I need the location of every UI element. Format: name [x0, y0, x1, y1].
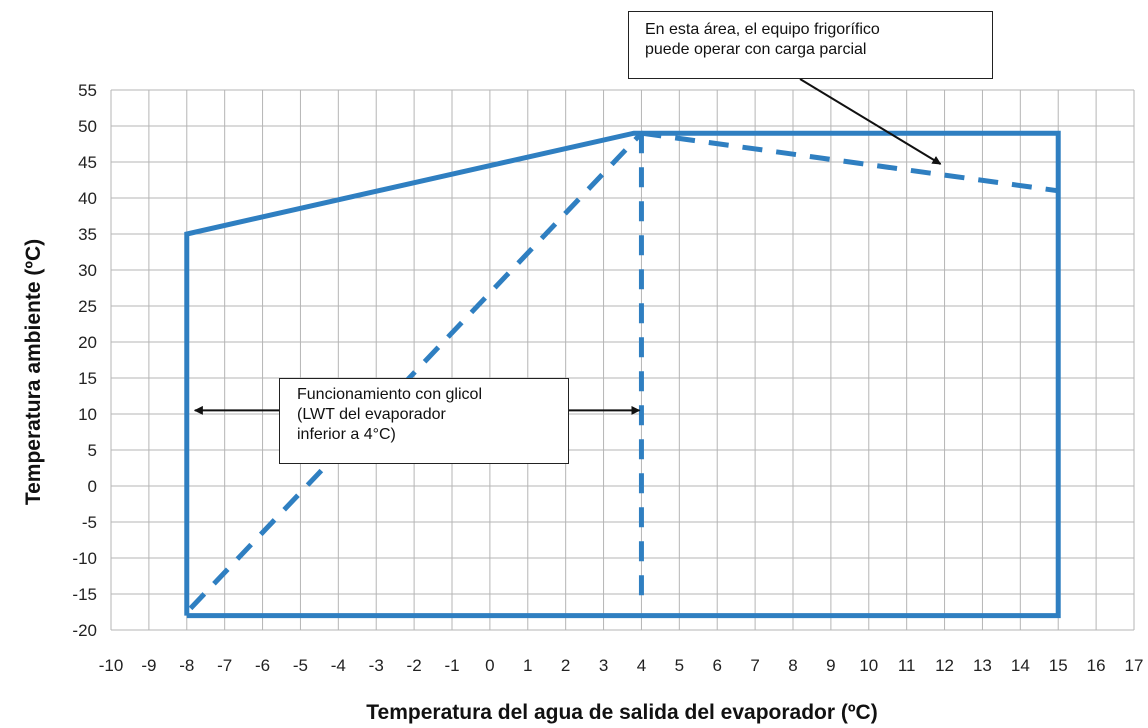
x-tick-label: -10	[99, 656, 124, 675]
y-tick-label: 30	[78, 261, 97, 280]
y-tick-label: 50	[78, 117, 97, 136]
y-tick-label: 45	[78, 153, 97, 172]
annotation-partial-load-line-2: puede operar con carga parcial	[645, 41, 867, 58]
x-tick-label: 3	[599, 656, 608, 675]
y-tick-label: -20	[72, 621, 97, 640]
y-tick-label: 40	[78, 189, 97, 208]
x-tick-label: 0	[485, 656, 494, 675]
annotation-partial-load: En esta área, el equipo frigorífico pued…	[628, 11, 993, 79]
y-tick-label: 10	[78, 405, 97, 424]
annotation-arrows	[193, 78, 942, 415]
x-tick-label: 9	[826, 656, 835, 675]
x-axis-title: Temperatura del agua de salida del evapo…	[366, 701, 877, 724]
y-tick-label: 0	[88, 477, 97, 496]
x-tick-label: 11	[898, 656, 916, 675]
annotation-glycol-line-2: (LWT del evaporador	[297, 406, 446, 423]
x-tick-label: -6	[255, 656, 270, 675]
x-tick-label: 8	[788, 656, 797, 675]
y-tick-label: 25	[78, 297, 97, 316]
x-tick-label: -4	[331, 656, 346, 675]
y-tick-label: -5	[82, 513, 97, 532]
series-line-solid-0	[184, 130, 1061, 619]
x-tick-labels: -10 -9 -8 -7 -6 -5 -4 -3 -2 -1 0 1 2 3 4 5 6 7 8 9 10 11 12 13 1…	[99, 656, 1144, 675]
x-tick-label: 2	[561, 656, 570, 675]
y-axis-title: Temperatura ambiente (ºC)	[22, 239, 45, 505]
y-tick-label: 5	[88, 441, 97, 460]
x-tick-label: -7	[217, 656, 232, 675]
annotation-partial-load-line-1: En esta área, el equipo frigorífico	[645, 21, 880, 38]
x-tick-label: 15	[1049, 656, 1068, 675]
x-tick-label: 7	[750, 656, 759, 675]
y-tick-labels: -20 -15 -10 -5 0 5 10 15 20 25 30 35 40 45 50 55	[72, 81, 97, 640]
x-tick-label: -5	[293, 656, 308, 675]
annotation-glycol: Funcionamiento con glicol (LWT del evapo…	[279, 378, 569, 464]
y-tick-label: 20	[78, 333, 97, 352]
x-tick-label: 5	[675, 656, 684, 675]
x-tick-label: 14	[1011, 656, 1030, 675]
arrow-partial-load	[799, 78, 942, 165]
grid	[110, 89, 1135, 631]
x-tick-label: -9	[141, 656, 156, 675]
y-tick-label: 55	[78, 81, 97, 100]
x-tick-label: 13	[973, 656, 992, 675]
x-tick-label: 6	[712, 656, 721, 675]
y-tick-label: 35	[78, 225, 97, 244]
x-tick-label: 16	[1087, 656, 1106, 675]
x-tick-label: 1	[523, 656, 532, 675]
annotation-glycol-line-3: inferior a 4°C)	[297, 426, 396, 443]
y-tick-label: 15	[78, 369, 97, 388]
y-tick-label: -10	[72, 549, 97, 568]
series-line-dashed-1	[188, 131, 644, 611]
x-tick-label: -2	[407, 656, 422, 675]
series-group	[184, 130, 1061, 619]
x-tick-label: 17	[1125, 656, 1144, 675]
x-tick-label: -3	[369, 656, 384, 675]
annotation-glycol-line-1: Funcionamiento con glicol	[297, 386, 482, 403]
series-line-dashed-3	[641, 130, 1059, 194]
y-tick-label: -15	[72, 585, 97, 604]
x-tick-label: -1	[444, 656, 459, 675]
x-tick-label: -8	[179, 656, 194, 675]
x-tick-label: 4	[637, 656, 646, 675]
x-tick-label: 10	[859, 656, 878, 675]
x-tick-label: 12	[935, 656, 954, 675]
